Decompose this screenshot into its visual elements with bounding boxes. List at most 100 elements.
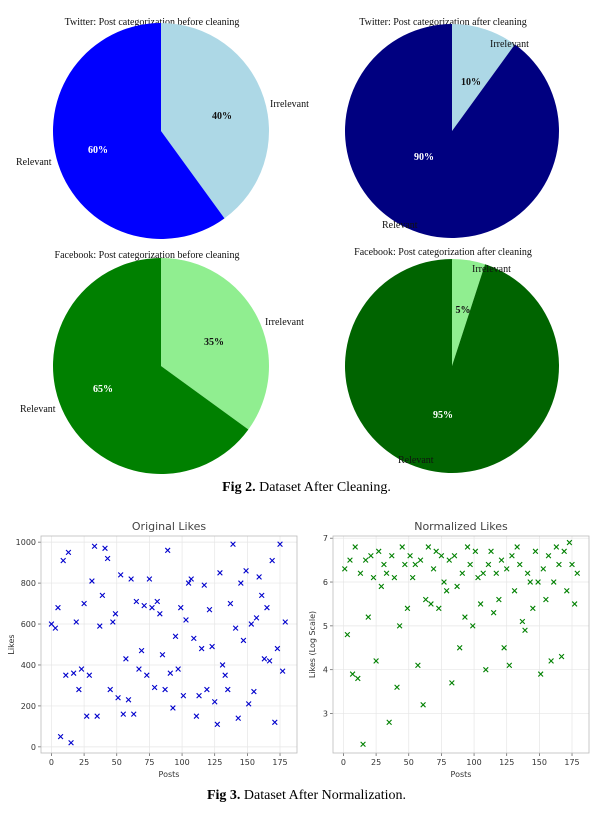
data-point bbox=[394, 684, 400, 691]
data-point bbox=[402, 561, 408, 568]
data-point bbox=[209, 643, 215, 650]
data-point bbox=[347, 557, 353, 563]
data-point bbox=[235, 715, 242, 721]
data-point bbox=[258, 592, 265, 599]
pie-slice-irrelevant bbox=[452, 24, 515, 131]
data-point bbox=[227, 600, 234, 607]
data-point bbox=[272, 719, 278, 726]
x-axis-label: Posts bbox=[159, 770, 180, 779]
data-point bbox=[441, 579, 447, 585]
data-point bbox=[217, 570, 223, 576]
data-point bbox=[569, 561, 575, 568]
data-point bbox=[451, 552, 458, 559]
data-point bbox=[123, 656, 129, 662]
data-point bbox=[159, 651, 166, 658]
x-tick-label: 125 bbox=[499, 758, 514, 767]
pie-label-relevant: Relevant bbox=[16, 157, 52, 168]
data-point bbox=[503, 566, 510, 572]
data-point bbox=[104, 555, 111, 562]
data-point bbox=[467, 561, 473, 568]
figure-2-caption: Fig 2. Dataset After Cleaning. bbox=[0, 480, 613, 496]
pie-slice-irrelevant bbox=[161, 23, 269, 219]
data-point bbox=[550, 579, 557, 585]
data-point bbox=[222, 672, 228, 678]
data-point bbox=[564, 588, 570, 594]
data-point bbox=[188, 576, 194, 582]
data-point bbox=[243, 568, 249, 574]
data-point bbox=[55, 604, 61, 611]
y-axis-label: Likes (Log Scale) bbox=[308, 611, 317, 678]
data-point bbox=[428, 601, 434, 607]
data-point bbox=[83, 713, 90, 719]
data-point bbox=[540, 566, 547, 572]
data-point bbox=[548, 658, 554, 664]
pie-title: Facebook: Post categorization after clea… bbox=[354, 247, 532, 258]
y-tick-label: 7 bbox=[323, 534, 328, 543]
pie-pct-relevant: 60% bbox=[88, 145, 108, 156]
data-point bbox=[170, 705, 176, 711]
pie-slice-irrelevant bbox=[161, 258, 269, 430]
x-tick-label: 100 bbox=[466, 758, 481, 767]
data-point bbox=[475, 574, 481, 581]
data-point bbox=[245, 701, 252, 707]
data-point bbox=[232, 625, 239, 631]
pie-label-irrelevant: Irrelevant bbox=[270, 99, 309, 110]
x-tick-label: 150 bbox=[532, 758, 547, 767]
data-point bbox=[274, 645, 281, 652]
data-point bbox=[524, 570, 531, 577]
data-point bbox=[527, 579, 534, 585]
data-point bbox=[224, 686, 231, 693]
data-point bbox=[91, 543, 98, 550]
data-point bbox=[341, 566, 348, 572]
data-point bbox=[375, 548, 382, 555]
data-point bbox=[277, 541, 283, 547]
data-point bbox=[556, 561, 562, 568]
data-point bbox=[86, 672, 93, 678]
data-point bbox=[373, 658, 379, 664]
data-point bbox=[501, 644, 507, 651]
data-point bbox=[164, 547, 171, 554]
data-point bbox=[185, 580, 192, 586]
data-point bbox=[120, 711, 127, 717]
data-point bbox=[110, 619, 116, 625]
pie-pct-irrelevant: 5% bbox=[456, 305, 471, 316]
data-point bbox=[407, 552, 413, 559]
data-point bbox=[511, 588, 518, 594]
data-point bbox=[78, 666, 85, 672]
data-point bbox=[70, 670, 77, 676]
data-point bbox=[177, 604, 184, 611]
data-point bbox=[456, 644, 463, 651]
data-point bbox=[498, 557, 505, 563]
pie-chart-facebook-before: Facebook: Post categorization before cle… bbox=[20, 250, 304, 474]
data-point bbox=[530, 605, 536, 612]
data-point bbox=[430, 566, 437, 572]
data-point bbox=[422, 596, 429, 603]
x-tick-label: 0 bbox=[341, 758, 346, 767]
data-point bbox=[566, 539, 573, 546]
data-point bbox=[141, 602, 147, 609]
pie-label-relevant: Relevant bbox=[398, 455, 434, 466]
data-point bbox=[462, 614, 468, 620]
pie-pct-relevant: 65% bbox=[93, 384, 113, 395]
data-point bbox=[365, 614, 372, 620]
pie-slice-relevant bbox=[52, 23, 225, 239]
data-point bbox=[282, 619, 289, 625]
data-point bbox=[545, 552, 552, 559]
data-point bbox=[514, 544, 520, 550]
pie-slice-relevant bbox=[52, 258, 249, 474]
data-point bbox=[357, 570, 364, 577]
pie-pct-irrelevant: 10% bbox=[461, 77, 481, 88]
data-point bbox=[360, 741, 366, 748]
data-point bbox=[279, 668, 286, 674]
x-tick-label: 75 bbox=[144, 758, 154, 767]
data-point bbox=[420, 701, 426, 708]
data-point bbox=[383, 570, 390, 577]
data-point bbox=[138, 647, 145, 654]
data-point bbox=[60, 557, 66, 564]
data-point bbox=[136, 666, 142, 672]
data-point bbox=[198, 645, 205, 652]
y-tick-label: 0 bbox=[31, 743, 36, 752]
pie-pct-relevant: 90% bbox=[414, 152, 434, 163]
caption-label: Fig 2. bbox=[222, 480, 256, 495]
data-point bbox=[52, 625, 59, 631]
